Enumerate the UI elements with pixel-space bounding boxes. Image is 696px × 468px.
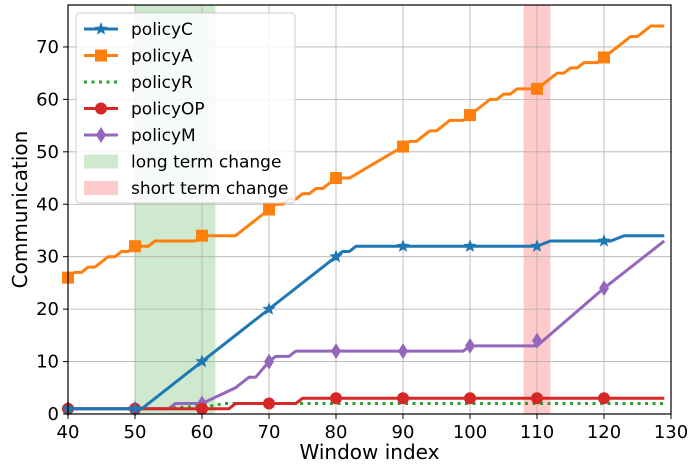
legend-entry: policyA: [84, 47, 193, 67]
data-point-policyc: [195, 354, 209, 368]
data-point-policyop: [531, 392, 543, 405]
y-tick-label: 40: [36, 194, 59, 215]
axis-ticks: 40 50 60 70 80 90 100 110 120 130 0 10 20 30 40 50 60 70: [36, 37, 688, 443]
data-point-policyc: [396, 239, 410, 252]
data-point-policyc: [329, 249, 343, 263]
legend-marker-policyc: [94, 22, 108, 35]
x-tick-label: 80: [325, 422, 348, 443]
data-point-policyc: [463, 239, 477, 252]
data-point-policyop: [397, 392, 409, 405]
data-point-policyc: [128, 401, 142, 415]
data-point-policyop: [263, 397, 275, 410]
legend-entry: policyC: [84, 20, 193, 40]
y-tick-label: 30: [36, 247, 59, 268]
legend-entry: policyOP: [84, 100, 205, 120]
legend-entry: short term change: [84, 179, 288, 199]
legend-marker-policym: [96, 127, 106, 143]
legend-entry: long term change: [84, 153, 281, 173]
y-tick-label: 20: [36, 299, 59, 320]
legend-entry: policyM: [84, 126, 196, 146]
data-point-policyc: [262, 302, 276, 315]
data-point-policya: [263, 203, 275, 216]
data-point-policyop: [196, 402, 208, 415]
x-tick-label: 60: [191, 422, 214, 443]
x-tick-label: 50: [124, 422, 147, 443]
series-policyop: [62, 392, 665, 415]
x-tick-label: 90: [392, 422, 415, 443]
data-point-policyc: [530, 239, 544, 252]
data-point-policym: [398, 343, 408, 360]
y-tick-label: 10: [36, 352, 59, 373]
y-axis-label: Communication: [8, 131, 32, 289]
legend-box: [75, 12, 296, 204]
series-lines: [61, 24, 666, 417]
legend-label: policyM: [131, 126, 196, 146]
series-policya: [62, 24, 665, 284]
data-point-policym: [599, 280, 609, 297]
plot-frame: [67, 4, 672, 415]
legend: policyC policyA policyR policyOP policyM long…: [75, 12, 296, 204]
x-tick-label: 70: [258, 422, 281, 443]
legend-label: short term change: [131, 179, 288, 199]
data-point-policya: [598, 51, 610, 64]
x-tick-label: 100: [453, 422, 487, 443]
x-tick-label: 40: [57, 422, 80, 443]
legend-marker-policya: [95, 49, 107, 62]
legend-label: policyC: [131, 20, 193, 40]
data-point-policya: [196, 229, 208, 242]
y-tick-label: 60: [36, 89, 59, 110]
x-axis-label: Window index: [300, 440, 440, 464]
x-tick-label: 120: [587, 422, 621, 443]
y-tick-label: 50: [36, 142, 59, 163]
legend-swatch-long-term-change: [84, 154, 118, 169]
y-tick-label: 0: [48, 404, 59, 425]
x-tick-label: 130: [654, 422, 688, 443]
data-point-policyc: [597, 233, 611, 247]
legend-marker-policyop: [95, 102, 107, 115]
data-point-policyop: [330, 392, 342, 405]
legend-swatch-short-term-change: [84, 181, 118, 195]
legend-label: long term change: [131, 153, 281, 173]
data-point-policya: [330, 172, 342, 185]
legend-label: policyOP: [131, 100, 205, 120]
data-point-policym: [331, 343, 341, 360]
data-point-policym: [532, 332, 542, 349]
data-point-policyop: [464, 392, 476, 405]
x-tick-label: 110: [520, 422, 554, 443]
legend-label: policyA: [131, 47, 193, 67]
legend-entry: policyR: [84, 73, 193, 93]
data-point-policym: [465, 337, 475, 354]
series-line-policyop: [68, 396, 665, 411]
data-point-policya: [129, 240, 141, 253]
data-point-policya: [531, 82, 543, 95]
y-tick-label: 70: [36, 37, 59, 58]
data-point-policyop: [598, 392, 610, 405]
legend-label: policyR: [131, 73, 193, 93]
series-line-policya: [67, 24, 665, 279]
data-point-policya: [397, 140, 409, 153]
data-point-policya: [464, 109, 476, 122]
data-point-policym: [264, 353, 274, 370]
